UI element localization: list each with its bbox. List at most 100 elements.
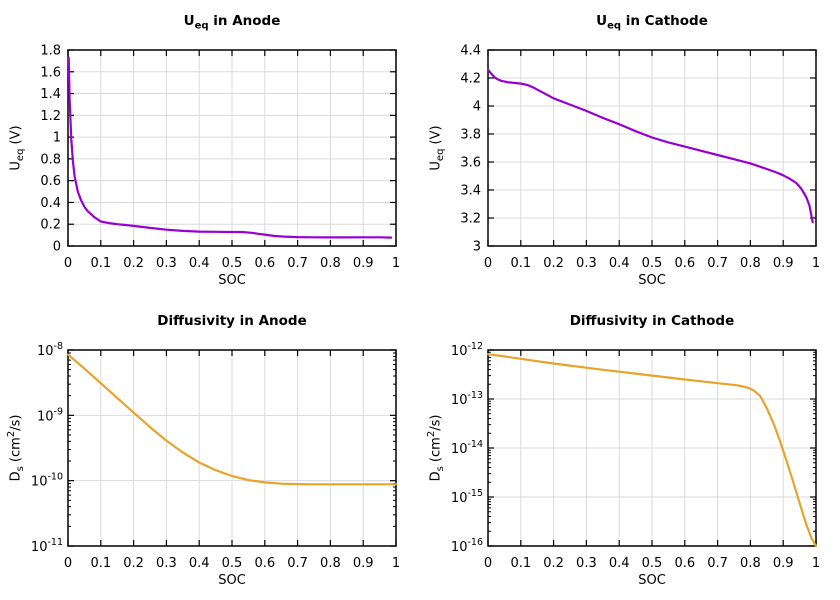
x-tick-label: 0.9: [353, 256, 374, 271]
y-tick-label: 0: [53, 240, 61, 255]
y-tick-label: 1.8: [40, 44, 61, 59]
x-tick-label: 0.4: [609, 256, 630, 271]
y-tick-label: 1.4: [40, 87, 61, 102]
y-tick-label: 10-14: [451, 439, 483, 457]
y-tick-label: 1.6: [40, 65, 61, 80]
ylabel-subscript: s: [434, 466, 446, 472]
title-text: U: [596, 13, 608, 29]
x-tick-label: 0.6: [674, 256, 695, 271]
y-tick-label: 4: [473, 100, 481, 115]
plot-area-ueq-anode: 0 0.1 0.2 0.3 0.4 0.5 0.6 0.7 0.8 0.9 1 0 0.2 0.4 0.6 0…: [40, 44, 400, 272]
y-tick-label: 10-8: [37, 341, 63, 359]
x-tick-label: 0.7: [287, 256, 308, 271]
x-tick-label: 0.7: [707, 256, 728, 271]
x-tick-label: 0.7: [707, 556, 728, 571]
y-tick-label: 3.6: [460, 156, 481, 171]
y-tick-label: 10-12: [451, 341, 483, 359]
y-tick-label: 0.6: [40, 174, 61, 189]
ylabel-text-mid: (V): [8, 125, 24, 149]
ylabel-superscript: 2: [426, 430, 438, 438]
x-tick-label: 0.5: [642, 256, 663, 271]
x-tick-label: 0.9: [773, 556, 794, 571]
x-tick-label: 0.8: [740, 556, 761, 571]
subplot-ueq-anode: 0 0.1 0.2 0.3 0.4 0.5 0.6 0.7 0.8 0.9 1 0 0.2 0.4 0.6 0…: [0, 0, 420, 300]
x-tick-label: 1: [812, 256, 820, 271]
x-tick-label: 0.6: [254, 556, 275, 571]
x-tick-label: 0.4: [189, 256, 210, 271]
x-tick-label: 0.5: [222, 256, 243, 271]
x-tick-label: 0.6: [674, 556, 695, 571]
x-tick-label: 0.9: [353, 556, 374, 571]
y-axis-label: Ds (cm2/s): [426, 415, 446, 482]
x-tick-label: 0.8: [320, 256, 341, 271]
ylabel-text-mid: (cm: [428, 437, 444, 467]
x-axis-label: SOC: [638, 573, 666, 588]
ylabel-text-mid: (cm: [8, 437, 24, 467]
x-tick-label: 0: [484, 556, 492, 571]
y-tick-label: 0.4: [40, 196, 61, 211]
ylabel-text: D: [428, 471, 444, 482]
y-tick-label: 10-10: [31, 472, 63, 490]
title-subscript: eq: [194, 20, 209, 32]
y-tick-label: 4.2: [460, 72, 481, 87]
y-tick-label: 10-9: [37, 406, 63, 424]
x-tick-label: 0.5: [642, 556, 663, 571]
y-tick-label: 3.8: [460, 128, 481, 143]
x-tick-label: 0.8: [320, 556, 341, 571]
y-axis-label: Ueq (V): [426, 125, 446, 170]
x-tick-label: 0.1: [510, 256, 531, 271]
subplot-ds-anode: 0 0.1 0.2 0.3 0.4 0.5 0.6 0.7 0.8 0.9 1 10-8 10-9 10-…: [0, 300, 420, 600]
y-tick-label: 1.2: [40, 109, 61, 124]
title-text-rest: in Cathode: [621, 13, 708, 29]
data-curve: [486, 68, 814, 224]
ylabel-text-rest: /s): [428, 414, 444, 431]
y-tick-label: 1: [53, 131, 61, 146]
x-tick-label: 1: [392, 256, 400, 271]
plot-area-ds-cathode: 0 0.1 0.2 0.3 0.4 0.5 0.6 0.7 0.8 0.9 1 10-12 10-13 1…: [451, 341, 820, 571]
plot-area-ueq-cathode: 0 0.1 0.2 0.3 0.4 0.5 0.6 0.7 0.8 0.9 1 3 3.2 3.4 3.6 3…: [460, 44, 820, 272]
y-tick-label: 3.2: [460, 212, 481, 227]
title-subscript: eq: [607, 20, 622, 32]
y-tick-label: 10-11: [31, 537, 63, 555]
y-axis-label: Ds (cm2/s): [6, 415, 26, 482]
data-curve: [67, 56, 393, 239]
x-tick-label: 0.1: [510, 556, 531, 571]
y-tick-label: 3: [473, 240, 481, 255]
chart-title: Diffusivity in Anode: [68, 313, 396, 332]
y-tick-label: 0.8: [40, 152, 61, 167]
x-tick-label: 0.8: [740, 256, 761, 271]
x-tick-label: 0.3: [576, 556, 597, 571]
title-text: Diffusivity in Anode: [157, 313, 307, 329]
x-tick-label: 1: [392, 556, 400, 571]
y-tick-label: 10-15: [451, 488, 483, 506]
x-axis-label: SOC: [218, 573, 246, 588]
x-tick-label: 0.2: [543, 256, 564, 271]
ylabel-subscript: s: [14, 466, 26, 472]
ylabel-text: U: [8, 161, 24, 171]
x-axis-label: SOC: [218, 273, 246, 288]
x-tick-label: 0: [484, 256, 492, 271]
chart-title: Ueq in Cathode: [488, 13, 816, 32]
chart-title: Diffusivity in Cathode: [488, 313, 816, 332]
y-tick-label: 4.4: [460, 44, 481, 59]
x-tick-label: 0.2: [123, 556, 144, 571]
x-tick-label: 0.5: [222, 556, 243, 571]
y-tick-label: 3.4: [460, 184, 481, 199]
ylabel-text: D: [8, 471, 24, 482]
x-tick-label: 0.2: [123, 256, 144, 271]
ylabel-text-mid: (V): [428, 125, 444, 149]
x-tick-label: 0.6: [254, 256, 275, 271]
x-tick-label: 0: [64, 256, 72, 271]
data-curve: [66, 353, 398, 486]
x-tick-label: 0.3: [576, 256, 597, 271]
x-tick-label: 0.4: [189, 556, 210, 571]
title-text: Diffusivity in Cathode: [569, 313, 735, 329]
x-tick-label: 0.4: [609, 556, 630, 571]
title-text: U: [183, 13, 195, 29]
ylabel-subscript: eq: [14, 148, 26, 162]
y-tick-label: 10-16: [451, 537, 483, 555]
ylabel-superscript: 2: [6, 430, 18, 438]
x-axis-label: SOC: [638, 273, 666, 288]
subplot-ds-cathode: 0 0.1 0.2 0.3 0.4 0.5 0.6 0.7 0.8 0.9 1 10-12 10-13 1…: [420, 300, 840, 600]
